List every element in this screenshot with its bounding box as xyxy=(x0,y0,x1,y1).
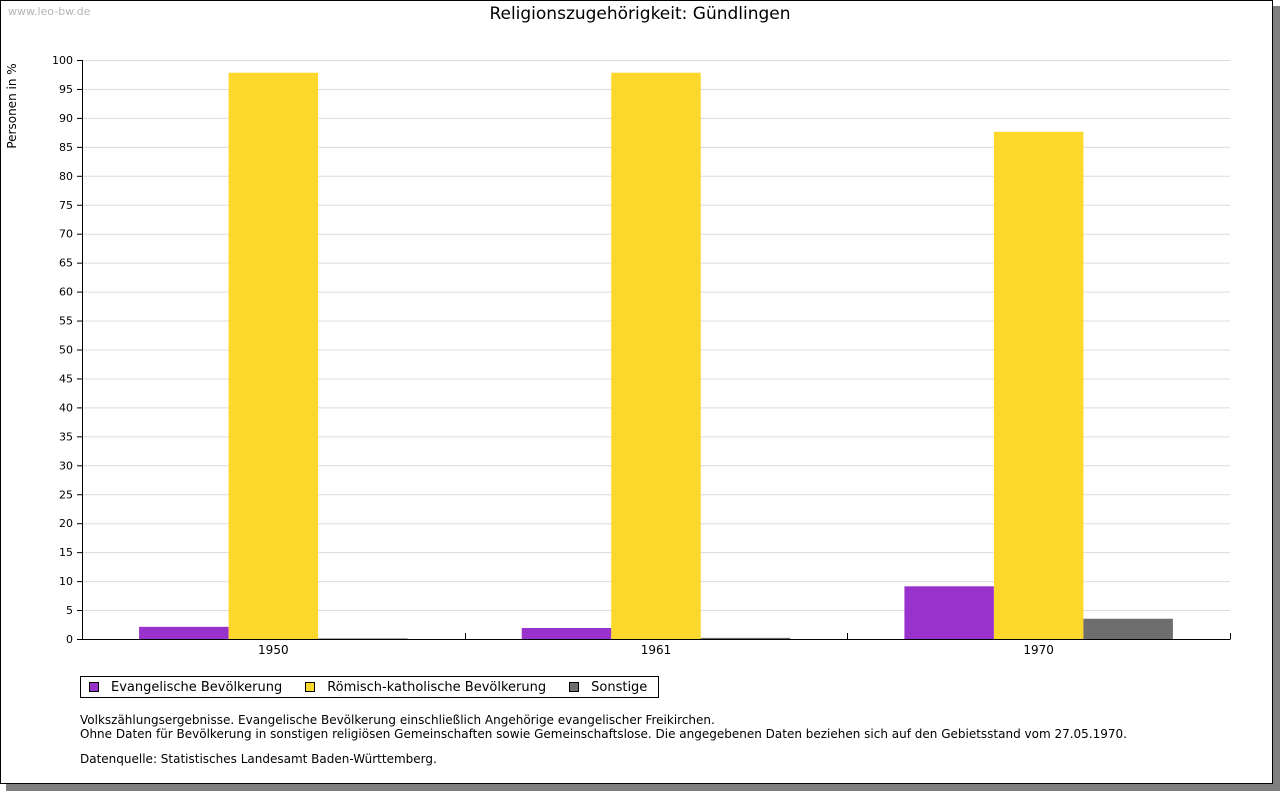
y-tick-label: 95 xyxy=(59,83,73,96)
y-tick-label: 60 xyxy=(59,286,73,299)
legend-swatch-katholisch xyxy=(305,682,316,692)
bar xyxy=(521,627,612,639)
frame-shadow-bottom xyxy=(6,784,1280,791)
legend-item-sonstige: Sonstige xyxy=(569,680,647,695)
legend-swatch-evangelisch xyxy=(89,682,99,692)
footnote-line: Ohne Daten für Bevölkerung in sonstigen … xyxy=(80,727,1127,741)
y-tick-label: 45 xyxy=(59,372,73,385)
bar xyxy=(904,586,994,639)
frame-shadow-right xyxy=(1273,6,1280,791)
y-tick-label: 50 xyxy=(59,344,73,357)
bar xyxy=(993,131,1084,639)
bar xyxy=(1083,618,1173,639)
axes: 0 5 10 15 20 25 30 35 40 45 50 55 60 65 70 75 80 85 90 95 10… xyxy=(52,54,1231,657)
bar xyxy=(611,72,701,640)
y-tick-label: 70 xyxy=(59,228,73,241)
legend: Evangelische Bevölkerung Römisch-katholi… xyxy=(80,676,660,698)
y-tick-label: 55 xyxy=(59,315,73,328)
y-tick-label: 15 xyxy=(59,546,73,559)
y-tick-label: 90 xyxy=(59,112,73,125)
y-tick-label: 35 xyxy=(59,430,73,443)
x-tick-label: 1961 xyxy=(641,643,672,657)
legend-swatch-sonstige xyxy=(569,682,580,692)
legend-label-evangelisch: Evangelische Bevölkerung xyxy=(111,679,283,695)
y-tick-label: 25 xyxy=(59,488,73,501)
x-tick-label: 1950 xyxy=(258,643,289,657)
bars xyxy=(139,72,1173,640)
x-tick-label: 1970 xyxy=(1023,643,1054,657)
y-tick-label: 20 xyxy=(59,517,73,530)
legend-item-evangelisch: Evangelische Bevölkerung xyxy=(89,680,282,695)
chart-title: Religionszugehörigkeit: Gündlingen xyxy=(489,4,791,24)
bar xyxy=(700,637,791,639)
y-tick-label: 75 xyxy=(59,199,73,212)
legend-label-katholisch: Römisch-katholische Bevölkerung xyxy=(327,679,547,695)
y-tick-label: 10 xyxy=(59,575,73,588)
chart-plot: 0 5 10 15 20 25 30 35 40 45 50 55 60 65 70 75 80 85 90 95 10… xyxy=(5,54,1231,657)
footnotes: Volkszählungsergebnisse. Evangelische Be… xyxy=(80,713,1127,741)
y-axis-label: Personen in % xyxy=(5,63,19,148)
y-tick-label: 30 xyxy=(59,459,73,472)
bar xyxy=(318,638,408,640)
bar xyxy=(228,72,319,640)
y-tick-label: 0 xyxy=(66,633,73,646)
y-tick-label: 40 xyxy=(59,401,73,414)
bar xyxy=(139,626,229,639)
watermark: www.leo-bw.de xyxy=(8,5,91,18)
data-source: Datenquelle: Statistisches Landesamt Bad… xyxy=(80,752,437,766)
footnote-line: Volkszählungsergebnisse. Evangelische Be… xyxy=(80,713,715,727)
y-tick-label: 100 xyxy=(52,54,73,67)
y-tick-label: 80 xyxy=(59,170,73,183)
y-tick-label: 85 xyxy=(59,141,73,154)
legend-item-katholisch: Römisch-katholische Bevölkerung xyxy=(305,680,546,695)
legend-label-sonstige: Sonstige xyxy=(591,679,648,695)
y-tick-label: 65 xyxy=(59,257,73,270)
y-tick-label: 5 xyxy=(66,604,73,617)
